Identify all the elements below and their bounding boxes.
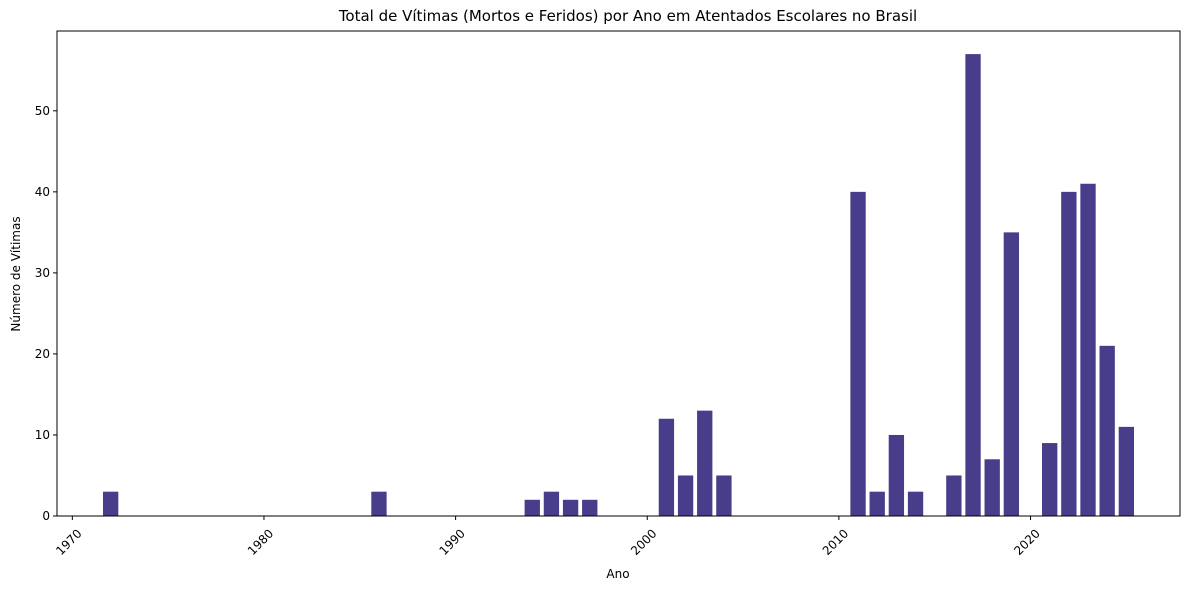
bar-2023 [1080,183,1096,516]
bar-2017 [965,54,981,516]
y-tick-label: 30 [35,266,50,280]
y-tick-label: 40 [35,185,50,199]
bar-2002 [677,475,694,516]
bar-2022 [1061,191,1077,517]
bar-2013 [888,434,905,516]
x-axis-label: Ano [606,567,629,581]
bar-1996 [562,499,579,516]
x-tick-label: 2000 [628,526,659,557]
y-tick-label: 10 [35,428,50,442]
x-tick-label: 1970 [53,526,84,557]
x-tick-label: 1980 [245,526,276,557]
bar-2003 [697,410,713,516]
bar-2019 [1003,232,1020,516]
bar-2014 [907,491,924,516]
y-axis-label: Número de Vítimas [9,216,23,331]
bar-2011 [850,191,866,517]
bar-1972 [102,491,119,516]
bar-2016 [946,475,962,516]
y-tick-label: 50 [35,104,50,118]
bar-1995 [543,491,560,516]
bar-1994 [524,499,540,516]
y-axis-ticks: 0 10 20 30 40 50 [35,104,57,523]
bar-1986 [371,491,387,516]
bar-2024 [1099,345,1115,516]
plot-frame [56,30,1181,517]
x-tick-label: 1990 [436,526,467,557]
x-tick-label: 2010 [820,526,851,557]
chart-title: Total de Vítimas (Mortos e Feridos) por … [338,7,917,25]
x-tick-label: 2020 [1011,526,1042,557]
bars-group [102,54,1135,517]
x-axis-ticks: 1970 1980 1990 2000 2010 2020 [53,516,1043,558]
y-tick-label: 20 [35,347,50,361]
bar-2018 [984,459,1000,516]
bar-2001 [658,418,675,516]
bar-2025 [1118,426,1135,516]
bar-1997 [582,499,598,516]
bar-2012 [869,491,885,516]
bar-2004 [716,475,732,516]
bar-2021 [1042,443,1058,516]
y-tick-label: 0 [42,509,50,523]
